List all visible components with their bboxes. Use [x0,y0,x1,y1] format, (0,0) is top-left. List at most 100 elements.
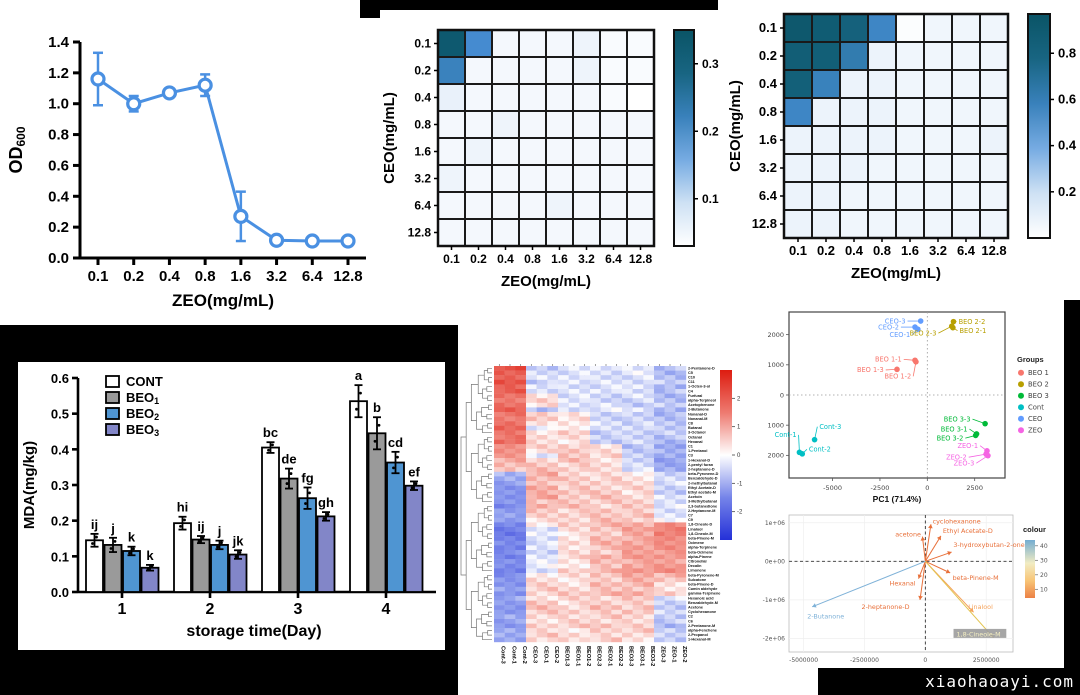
y-axis-label: MDA(mg/kg) [21,441,38,529]
svg-text:C2: C2 [688,615,693,619]
svg-text:2-Pentanone-D: 2-Pentanone-D [688,366,715,370]
svg-text:3-Methylbutanal: 3-Methylbutanal [688,500,717,504]
svg-text:0.1: 0.1 [443,252,460,266]
svg-text:acetone: acetone [895,530,921,538]
svg-text:12.8: 12.8 [408,226,432,240]
svg-text:2-heptanone-D: 2-heptanone-D [862,603,910,611]
svg-text:CEO: CEO [1028,415,1042,423]
svg-text:beta-Pyronene-D: beta-Pyronene-D [688,472,719,476]
svg-text:CEO-1: CEO-1 [542,646,548,663]
x-axis-label: ZEO(mg/mL) [851,265,941,282]
svg-text:0.1: 0.1 [759,20,777,35]
svg-text:BEO 2-3: BEO 2-3 [910,329,937,337]
svg-text:12.8: 12.8 [333,268,362,285]
svg-text:2: 2 [206,601,215,618]
svg-text:Acetone: Acetone [688,606,703,610]
svg-text:0.2: 0.2 [123,268,144,285]
svg-text:Hexanal: Hexanal [688,440,703,444]
svg-text:-5000: -5000 [823,484,842,492]
svg-text:10: 10 [1040,587,1048,594]
svg-text:0.6: 0.6 [48,157,69,174]
y-axis-label: CEO(mg/mL) [381,92,398,184]
svg-text:MDA(mg/kg): MDA(mg/kg) [21,441,38,529]
svg-text:-5000000: -5000000 [789,657,818,664]
svg-text:storage time(Day): storage time(Day) [186,623,321,640]
y-axis-label: CEO(mg/mL) [727,80,744,172]
x-axis-label: ZEO(mg/mL) [172,291,274,310]
y-axis-label: OD600 [6,126,28,173]
svg-text:b: b [373,400,381,415]
svg-text:C1: C1 [688,445,693,449]
svg-text:Nonanal-D: Nonanal-D [688,412,707,416]
svg-text:hi: hi [177,500,189,515]
svg-text:1000: 1000 [767,421,784,429]
svg-text:0: 0 [923,657,927,664]
svg-text:ZEO-3: ZEO-3 [954,460,975,468]
svg-text:4: 4 [382,601,391,618]
svg-text:Citronellal: Citronellal [688,560,707,564]
x-axis-label: ZEO(mg/mL) [501,273,591,290]
svg-text:0.2: 0.2 [759,48,777,63]
svg-text:BEO1-2: BEO1-2 [585,646,591,666]
svg-text:12.8: 12.8 [752,216,777,231]
growth-curve-chart: 0.0 0.2 0.4 0.6 0.8 1.0 1.2 1.4 0.1 0.2 0.4 0.8 1.6 3… [6,34,366,310]
svg-text:BEO 1-1: BEO 1-1 [875,356,902,364]
svg-text:0.8: 0.8 [1058,45,1076,60]
mda-bar-panel: 0.0 0.1 0.2 0.3 0.4 0.5 0.6 1 2 3 4 MDA(mg/kg) stora… [18,362,445,650]
pca-loadings-plot: -5000000 -2500000 0 2500000 1e+06 0e+00 -1e+06… [763,514,1014,676]
svg-text:0.1: 0.1 [789,243,807,258]
heatmap-grid [436,28,656,248]
svg-text:Ethyl Acetate-D: Ethyl Acetate-D [688,486,716,490]
heatmap-grid [782,12,1010,240]
pca-scores-plot: -5000 -2500 0 2500 2000 1000 0 1000 2000 PC1 (71.… [767,311,1006,504]
mda-bar-chart: 0.0 0.1 0.2 0.3 0.4 0.5 0.6 1 2 3 4 MDA(mg/kg) stora… [21,368,436,640]
svg-text:1-Octen-3-ol: 1-Octen-3-ol [688,385,710,389]
svg-text:alpha-Terpineol: alpha-Terpineol [688,399,716,403]
axes: 0.1 0.2 0.4 0.8 1.6 3.2 6.4 12.8 0.1 0.2 0.4 0.8 1.6… [408,37,653,267]
svg-text:0.6: 0.6 [1058,91,1076,106]
svg-text:6.4: 6.4 [605,252,622,266]
svg-text:2-Butanone: 2-Butanone [807,612,844,620]
svg-text:6.4: 6.4 [957,243,976,258]
svg-text:2-pentyl furan: 2-pentyl furan [688,463,714,467]
svg-text:6.4: 6.4 [759,188,778,203]
svg-text:jk: jk [232,533,245,548]
svg-text:Hexanal: Hexanal [890,580,916,588]
svg-text:1.6: 1.6 [414,145,431,159]
svg-text:2,3-butanedione: 2,3-butanedione [688,504,717,508]
svg-text:cyclohexanone: cyclohexanone [933,518,981,526]
svg-text:BEO 3-2: BEO 3-2 [937,434,964,442]
svg-text:2000: 2000 [767,331,784,339]
svg-text:0.0: 0.0 [51,585,69,600]
svg-text:-1e+06: -1e+06 [763,597,786,604]
colorbar: 0.3 0.2 0.1 [673,29,719,247]
svg-text:beta-Ocimene: beta-Ocimene [688,550,713,554]
svg-text:ZEO: ZEO [1028,427,1042,435]
svg-text:Cont-2: Cont-2 [521,646,527,664]
colorbar: 0.8 0.6 0.4 0.2 [1027,13,1077,239]
svg-text:1,8-Cineole-M: 1,8-Cineole-M [688,532,713,536]
svg-text:0.4: 0.4 [759,76,778,91]
svg-text:bc: bc [263,425,278,440]
svg-text:k: k [128,530,136,545]
watermark-text: xiaohaoayi.com [925,672,1074,691]
svg-text:0.2: 0.2 [702,124,719,138]
svg-text:BEO 2: BEO 2 [1028,381,1049,389]
svg-text:Linalool: Linalool [688,527,703,531]
svg-text:de: de [281,452,296,467]
svg-text:ZEO-3: ZEO-3 [660,646,666,662]
svg-text:2-Heptanone-M: 2-Heptanone-M [688,509,715,513]
svg-text:BEO 2-2: BEO 2-2 [959,318,986,326]
svg-text:beta-Pinene-M: beta-Pinene-M [953,574,999,582]
svg-text:ef: ef [408,464,420,479]
svg-text:0.4: 0.4 [845,243,864,258]
watermark-bar: xiaohaoayi.com [818,668,1080,695]
svg-text:alpha-Fenchene: alpha-Fenchene [688,629,717,633]
svg-text:C9: C9 [688,518,693,522]
svg-text:12.8: 12.8 [981,243,1006,258]
svg-text:Cont-3: Cont-3 [819,423,841,431]
svg-text:Cont-1: Cont-1 [775,431,797,439]
montage-filler-notch [360,0,380,18]
cluster-heatmap-chart: 2-Pentanone-DC5C10C111-Octen-3-olC4Furfu… [460,364,743,666]
